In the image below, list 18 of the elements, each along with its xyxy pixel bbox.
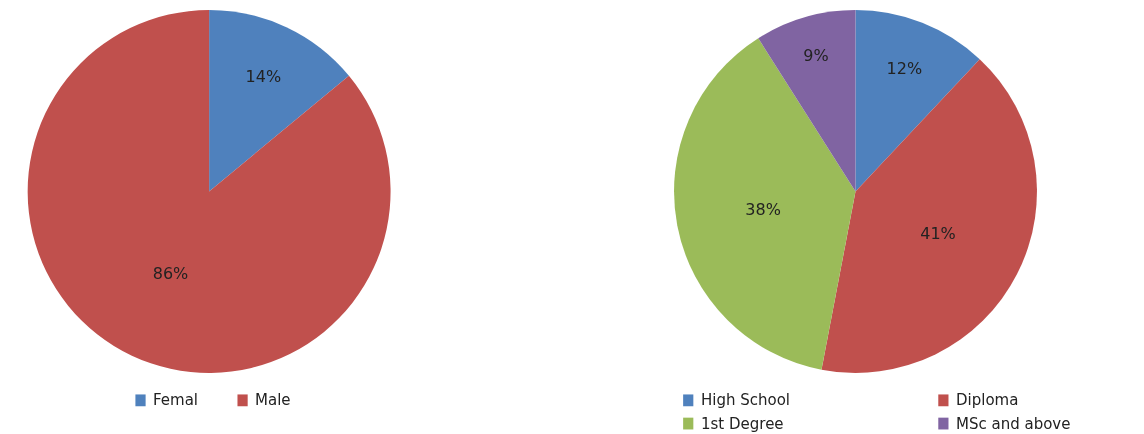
legend-label: High School bbox=[701, 391, 791, 409]
data-label: 86% bbox=[152, 264, 189, 284]
pie-slice bbox=[758, 10, 856, 192]
legend-label: Diploma bbox=[956, 391, 1019, 409]
legend-label: Male bbox=[255, 391, 291, 409]
data-label: 41% bbox=[920, 223, 956, 243]
pie-slice bbox=[821, 59, 1037, 373]
data-label: 9% bbox=[803, 45, 829, 65]
pie-slice bbox=[855, 10, 980, 192]
data-label: 12% bbox=[886, 58, 923, 78]
legend-label: Femal bbox=[153, 391, 199, 409]
pie-slice bbox=[27, 10, 391, 373]
pie-slice bbox=[209, 10, 349, 192]
data-label: 14% bbox=[245, 66, 282, 86]
data-label: 38% bbox=[745, 199, 781, 219]
pie-slice bbox=[674, 38, 856, 370]
legend-label: MSc and above bbox=[956, 415, 1071, 433]
legend-label: 1st Degree bbox=[701, 415, 784, 433]
